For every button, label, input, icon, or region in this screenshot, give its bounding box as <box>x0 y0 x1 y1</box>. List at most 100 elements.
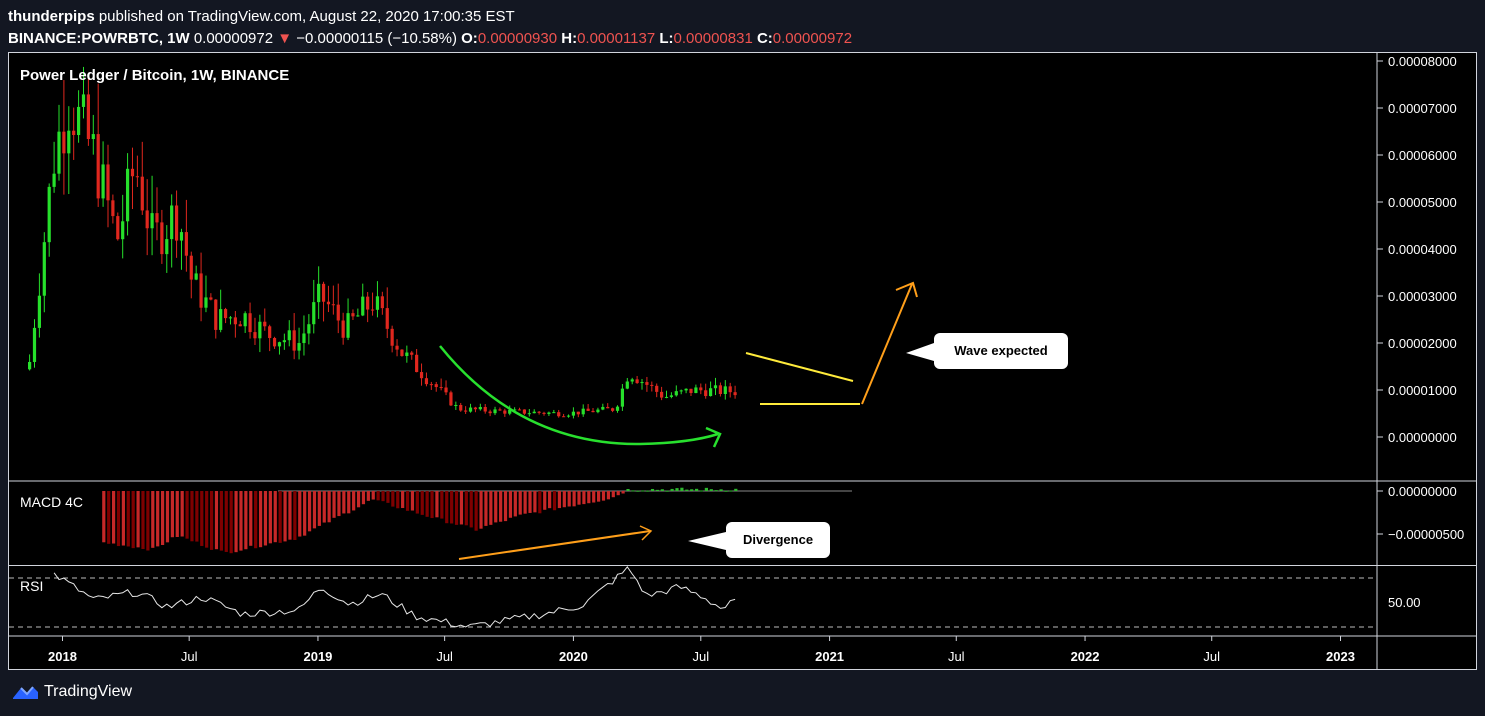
price-candle <box>160 209 164 264</box>
candle-body <box>645 382 649 385</box>
time-tick-label: 2019 <box>303 649 332 664</box>
price-candle <box>728 382 732 398</box>
candle-body <box>552 412 556 414</box>
candle-body <box>184 232 188 256</box>
macd-bar <box>503 491 508 522</box>
candle-body <box>728 386 732 393</box>
candle-body <box>91 134 95 140</box>
price-candle <box>493 406 497 416</box>
candle-body <box>449 392 453 406</box>
chart-header: thunderpips published on TradingView.com… <box>8 6 852 50</box>
price-candle <box>194 265 198 281</box>
macd-tick-label: 0.00000000 <box>1388 484 1457 499</box>
macd-bar <box>572 491 576 507</box>
macd-bar <box>131 491 135 549</box>
tradingview-logo[interactable]: TradingView <box>10 683 132 701</box>
price-tick-label: 0.00001000 <box>1388 383 1457 398</box>
candle-body <box>366 296 370 310</box>
price-candle <box>125 153 130 236</box>
price-candle <box>645 376 649 392</box>
macd-bar <box>557 491 562 509</box>
macd-bar <box>714 490 718 492</box>
candle-body <box>321 283 326 302</box>
symbol-label: BINANCE:POWRBTC, 1W <box>8 30 190 47</box>
macd-bar <box>440 491 444 519</box>
price-candle <box>170 194 174 268</box>
candle-body <box>238 324 242 327</box>
macd-bar <box>430 491 434 519</box>
price-candle <box>351 309 355 320</box>
candle-body <box>713 385 718 389</box>
candle-body <box>576 411 580 415</box>
price-candle <box>527 409 531 417</box>
candle-body <box>385 308 389 329</box>
price-candle <box>562 413 566 418</box>
macd-bar <box>724 490 728 492</box>
price-tick-label: 0.00007000 <box>1388 101 1457 116</box>
candle-body <box>400 349 404 356</box>
candle-body <box>723 386 727 395</box>
price-candle <box>189 251 193 299</box>
price-candle <box>611 407 615 413</box>
candle-body <box>170 205 174 240</box>
candle-body <box>606 406 610 409</box>
candle-body <box>478 407 482 410</box>
price-candle <box>52 141 56 193</box>
price-candle <box>121 194 125 259</box>
macd-bar <box>126 491 130 547</box>
price-candle <box>708 381 713 397</box>
macd-bar <box>342 491 346 514</box>
wave-expected-callout[interactable]: Wave expected <box>934 333 1068 369</box>
macd-bar <box>195 491 199 542</box>
candle-body <box>464 410 468 412</box>
price-candle <box>449 390 453 407</box>
candle-body <box>513 409 517 411</box>
price-candle <box>111 194 115 224</box>
price-candle <box>145 179 149 256</box>
price-candle <box>713 377 718 396</box>
price-candle <box>321 281 326 322</box>
candle-body <box>27 361 32 370</box>
price-candle <box>336 283 340 334</box>
macd-bar <box>616 491 620 496</box>
candle-body <box>86 94 90 140</box>
macd-bar <box>699 490 704 492</box>
price-candle <box>718 382 722 397</box>
divergence-callout[interactable]: Divergence <box>726 522 830 558</box>
macd-bar <box>670 488 674 491</box>
candle-body <box>179 232 184 241</box>
price-candle <box>297 327 301 360</box>
candle-body <box>434 384 438 388</box>
candle-body <box>248 313 252 333</box>
macd-bar <box>650 488 655 491</box>
author-name[interactable]: thunderpips <box>8 8 95 25</box>
candle-body <box>620 388 625 407</box>
price-candle <box>91 114 95 155</box>
candle-body <box>341 320 345 338</box>
macd-bar <box>156 491 160 547</box>
price-candle <box>424 372 429 387</box>
price-candle <box>96 83 100 207</box>
wave-expected-text: Wave expected <box>954 343 1048 358</box>
macd-bar <box>729 490 733 492</box>
time-tick-label: Jul <box>436 649 453 664</box>
macd-bar <box>499 491 503 522</box>
price-candle <box>625 377 629 390</box>
price-candle <box>135 155 139 187</box>
price-candle <box>552 409 556 414</box>
time-tick-label: Jul <box>948 649 965 664</box>
macd-bar <box>655 489 660 491</box>
macd-bar <box>694 488 699 491</box>
price-candle <box>400 349 404 357</box>
time-tick-label: 2020 <box>559 649 588 664</box>
price-candle <box>586 404 590 411</box>
candle-body <box>214 299 218 330</box>
candle-body <box>468 407 473 412</box>
candle-body <box>395 345 399 350</box>
macd-bar <box>415 491 419 514</box>
price-candle <box>223 307 228 324</box>
price-candle <box>165 225 169 273</box>
macd-bar <box>680 487 684 491</box>
high-value: 0.00001137 <box>577 30 656 47</box>
